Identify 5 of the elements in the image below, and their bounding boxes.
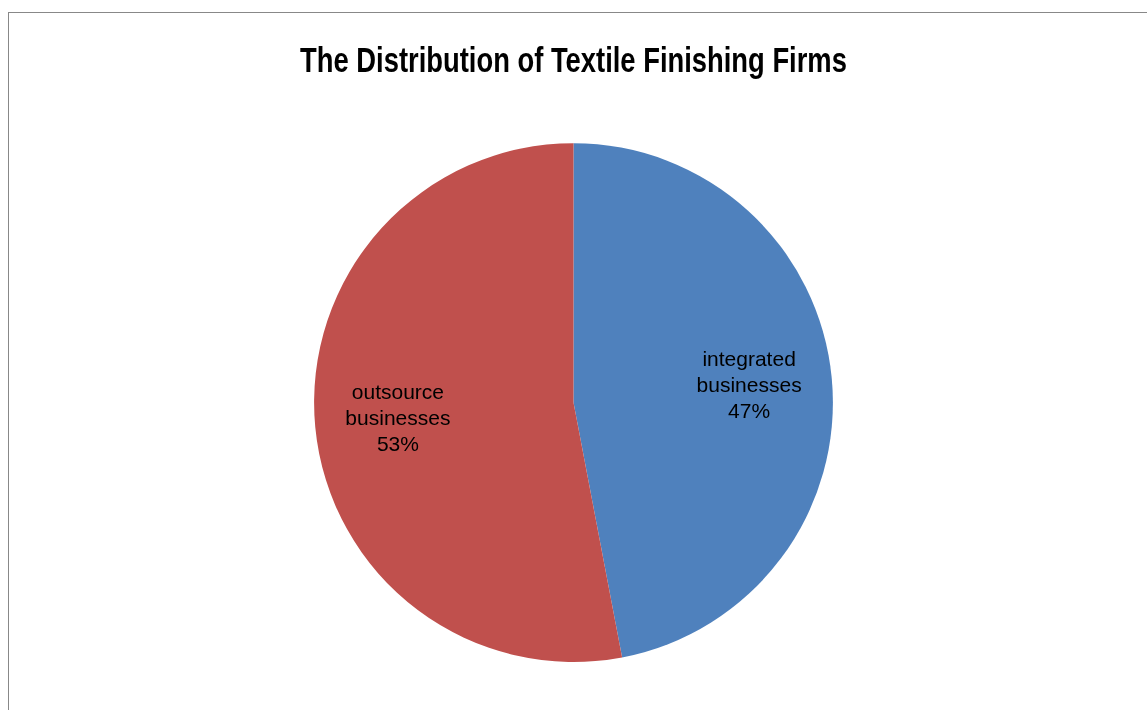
slice-label: integrated businesses [696,346,802,396]
data-label: 53% [376,432,419,455]
slice-label: outsource businesses [345,380,451,429]
data-label: 47% [728,398,771,422]
chart-title: The Distribution of Textile Finishing Firms [300,38,847,80]
